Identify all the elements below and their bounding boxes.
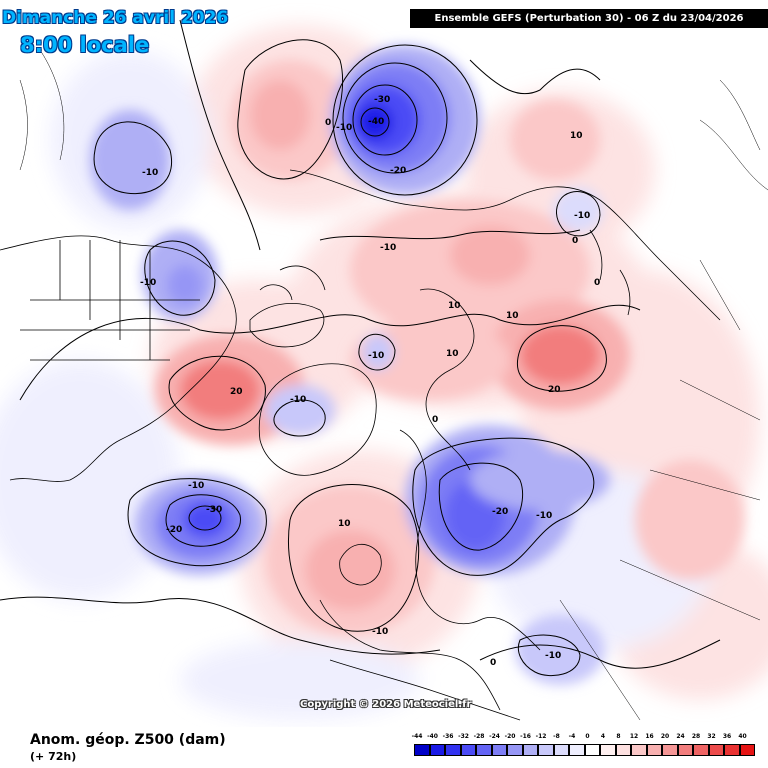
legend-color-swatch (677, 744, 693, 756)
label-asia-10: 10 (570, 131, 583, 141)
label-alaska-low: -10 (142, 168, 158, 178)
contour-lines (0, 19, 721, 677)
legend-level-label: 0 (585, 733, 590, 740)
legend-color-swatch (429, 744, 445, 756)
label-russia-10b: 10 (506, 311, 519, 321)
label-canada-low: -10 (140, 278, 156, 288)
label-europe-low: -20 (492, 507, 508, 517)
label-asia-south-low: -10 (545, 651, 561, 661)
legend-level-label: -4 (568, 733, 576, 740)
legend-color-swatch (584, 744, 600, 756)
color-scale-legend: -44 -40 -36 -32 -28 -24 -20 -16 -12 -8 -4 0 4 8 12 16 20… (411, 733, 755, 763)
label-pole-low: -10 (368, 351, 384, 361)
label-scandi-10: 10 (338, 519, 351, 529)
legend-level-label: 16 (645, 733, 654, 740)
legend-level-label: 12 (629, 733, 639, 740)
label-siberia-low-10: -10 (336, 123, 352, 133)
legend-level-label: 24 (676, 733, 685, 740)
legend-level-label: -28 (473, 733, 485, 740)
legend-color-swatch (600, 744, 616, 756)
legend-level-label: 8 (616, 733, 621, 740)
legend-color-swatch (631, 744, 647, 756)
variable-name: Anom. géop. Z500 (dam) (30, 732, 226, 748)
legend-color-swatch (414, 744, 430, 756)
label-russia-10c: 10 (446, 349, 459, 359)
legend-color-swatch (569, 744, 585, 756)
forecast-date: Dimanche 26 avril 2026 (2, 8, 229, 28)
contour-label-group: -10 -10 -40 -30 -20 -10 0 -10 10 -10 0 1… (140, 95, 600, 668)
legend-level-label: -36 (442, 733, 454, 740)
copyright-notice: Copyright © 2026 Meteociel.fr (300, 699, 472, 710)
legend-level-label: 20 (660, 733, 670, 740)
label-siberia-low-center: -40 (368, 117, 384, 127)
legend-color-swatch (708, 744, 724, 756)
label-russia-high: 20 (548, 385, 561, 395)
label-africa-zero: 0 (490, 658, 496, 668)
legend-color-swatch (739, 744, 755, 756)
legend-color-swatch (553, 744, 569, 756)
legend-color-swatch (491, 744, 507, 756)
legend-color-swatch (476, 744, 492, 756)
legend-color-swatch (693, 744, 709, 756)
legend-level-label: -32 (458, 733, 469, 740)
label-russia-10a: 10 (448, 301, 461, 311)
model-run-header: Ensemble GEFS (Perturbation 30) - 06 Z d… (410, 9, 768, 28)
legend-color-swatch (445, 744, 461, 756)
label-uk-10: -10 (372, 627, 388, 637)
legend-level-label: 40 (738, 733, 747, 740)
label-arctic-10: -10 (380, 243, 396, 253)
coastlines (0, 49, 768, 721)
legend-color-swatch (522, 744, 538, 756)
label-siberia-low-30: -30 (374, 95, 390, 105)
legend-level-label: -20 (504, 733, 516, 740)
label-atlantic-10: -10 (188, 481, 204, 491)
anomaly-shading (0, 25, 768, 720)
legend-color-swatch (460, 744, 476, 756)
label-canada-high: 20 (230, 387, 243, 397)
legend-color-swatch (646, 744, 662, 756)
legend-color-swatch (507, 744, 523, 756)
legend-color-swatch (724, 744, 740, 756)
label-atlantic-low-center: -30 (206, 505, 222, 515)
geopotential-anomaly-map: -10 -10 -40 -30 -20 -10 0 -10 10 -10 0 1… (0, 19, 768, 721)
label-asia-zero: 0 (572, 236, 578, 246)
legend-level-label: -40 (427, 733, 438, 740)
label-europe-10: -10 (536, 511, 552, 521)
label-greenland-zero: 0 (432, 415, 438, 425)
legend-level-label: -8 (553, 733, 560, 740)
lead-time: (+ 72h) (30, 750, 77, 763)
label-asia-low: -10 (574, 211, 590, 221)
legend-color-swatch (615, 744, 631, 756)
legend-color-swatch (662, 744, 678, 756)
legend-level-label: -44 (411, 733, 423, 740)
legend-level-label: 4 (600, 733, 606, 740)
label-zero-west: 0 (325, 118, 331, 128)
legend-level-label: 36 (722, 733, 732, 740)
legend-level-label: -12 (535, 733, 547, 740)
legend-color-swatch (538, 744, 554, 756)
forecast-time: 8:00 locale (20, 33, 150, 57)
legend-level-label: 32 (707, 733, 716, 740)
label-siberia-low-20: -20 (390, 166, 406, 176)
legend-level-label: -16 (520, 733, 531, 740)
legend-level-label: 28 (691, 733, 701, 740)
legend-level-label: -24 (489, 733, 500, 740)
label-atlantic-low-20: -20 (166, 525, 182, 535)
label-greenland-low: -10 (290, 395, 306, 405)
label-asia-south-zero: 0 (594, 278, 600, 288)
